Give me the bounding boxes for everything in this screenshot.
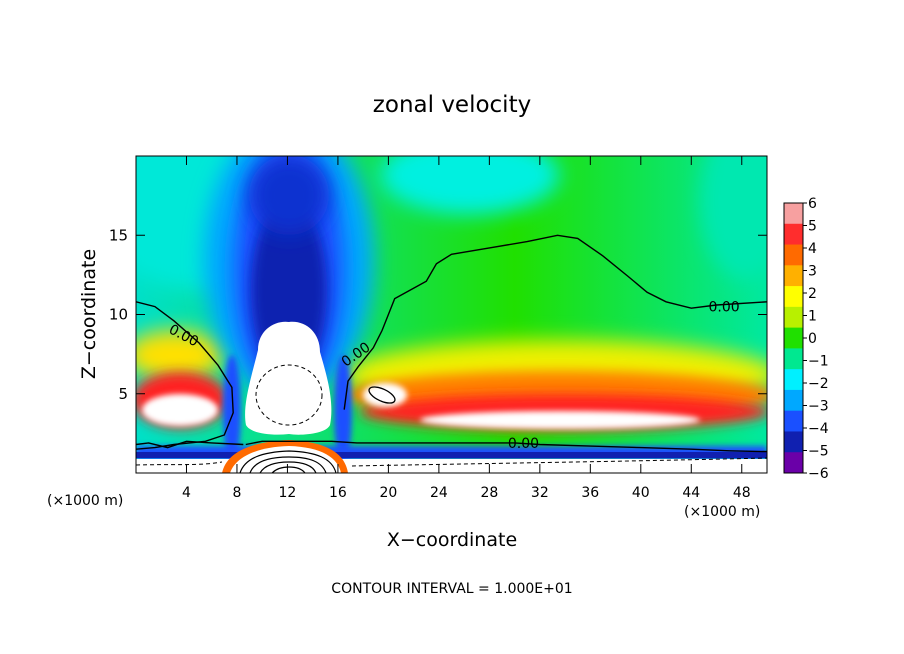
field-blob-white — [363, 383, 407, 407]
colorbar-swatch — [784, 369, 803, 391]
x-tick-label: 32 — [531, 485, 549, 501]
field-surface-dark — [136, 452, 767, 458]
colorbar-swatch — [784, 223, 803, 246]
zero-contour-line-2 — [136, 440, 244, 449]
field-upper-jet-dark — [249, 156, 329, 235]
y-tick-label: 5 — [118, 385, 128, 403]
x-tick-label: 20 — [379, 485, 397, 501]
dashed-contour-jet — [255, 364, 323, 426]
x-tick-label: 4 — [182, 485, 191, 501]
field-hill-inner — [230, 446, 341, 473]
field-jet-white-core — [245, 321, 332, 435]
colorbar-tick-label: −3 — [808, 399, 829, 415]
zero-contour-line-4 — [245, 440, 767, 453]
x-tick-label: 8 — [232, 485, 241, 501]
colorbar-tick-label: 0 — [808, 331, 817, 347]
colorbar-swatch — [784, 265, 803, 287]
colorbar-swatch — [784, 286, 803, 308]
colorbar-swatch — [784, 410, 803, 432]
x-tick-label: 44 — [682, 485, 700, 501]
colorbar: 6 5 4 3 2 1 0 −1 −2 −3 −4 −5 −6 — [783, 196, 829, 482]
field-left-blue-column — [223, 355, 241, 465]
colorbar-tick-label: 6 — [808, 196, 817, 212]
x-tick-label: 16 — [329, 485, 347, 501]
zero-contour-line-3 — [343, 234, 767, 410]
field-left-white — [142, 394, 218, 426]
hill-contour-3 — [259, 461, 317, 473]
colorbar-tick-label: 2 — [808, 286, 817, 302]
contour-label: 0.00 — [709, 300, 740, 316]
colorbar-tick-label: 5 — [808, 219, 817, 235]
y-axis-ticks: 5 10 15 — [109, 226, 767, 403]
contour-interval-note: CONTOUR INTERVAL = 1.000E+01 — [331, 581, 572, 597]
field-right-cyan — [700, 156, 767, 280]
y-tick-label: 15 — [109, 226, 128, 244]
colorbar-tick-label: −1 — [808, 354, 829, 370]
field-left-yellow — [136, 330, 225, 380]
colorbar-tick-label: 3 — [808, 264, 817, 280]
closed-contour-blob — [368, 386, 396, 404]
colorbar-tick-label: −5 — [808, 444, 829, 460]
x-tick-label: 40 — [632, 485, 650, 501]
colorbar-swatch — [784, 203, 803, 225]
hill-contour-2 — [249, 456, 327, 473]
colorbar-swatch — [784, 348, 803, 370]
x-tick-label: 12 — [279, 485, 297, 501]
x-tick-label: 24 — [430, 485, 448, 501]
zero-contours — [136, 234, 767, 453]
velocity-field — [136, 156, 767, 473]
field-band-white — [420, 411, 700, 429]
x-unit-right: (×1000 m) — [684, 504, 760, 520]
x-unit-left: (×1000 m) — [47, 493, 123, 509]
surface-dashed-contour — [136, 457, 767, 467]
zero-contour-line-1 — [136, 301, 234, 450]
colorbar-swatch — [784, 452, 803, 474]
x-tick-label: 36 — [581, 485, 599, 501]
colorbar-tick-label: −6 — [808, 466, 829, 482]
colorbar-swatch — [784, 306, 803, 329]
colorbar-tick-label: 4 — [808, 241, 817, 257]
colorbar-swatch — [784, 244, 803, 266]
y-tick-label: 10 — [109, 306, 128, 324]
hill-contour-1 — [239, 450, 337, 473]
contour-label: 0.00 — [508, 436, 539, 452]
colorbar-swatch — [784, 389, 803, 412]
x-tick-label: 28 — [480, 485, 498, 501]
colorbar-tick-label: −4 — [808, 421, 829, 437]
colorbar-tick-label: −2 — [808, 376, 829, 392]
y-axis-label: Z−coordinate — [78, 249, 100, 379]
x-tick-label: 48 — [733, 485, 751, 501]
hill-contour-4 — [271, 466, 306, 473]
colorbar-tick-label: 1 — [808, 309, 817, 325]
chart-title: zonal velocity — [373, 92, 531, 118]
x-axis-ticks: 4 8 12 16 20 24 28 32 36 40 44 48 — [182, 156, 751, 501]
colorbar-swatch — [784, 431, 803, 453]
colorbar-swatch — [784, 327, 803, 349]
x-axis-label: X−coordinate — [387, 529, 517, 551]
field-upper-right-cyan — [380, 156, 560, 215]
